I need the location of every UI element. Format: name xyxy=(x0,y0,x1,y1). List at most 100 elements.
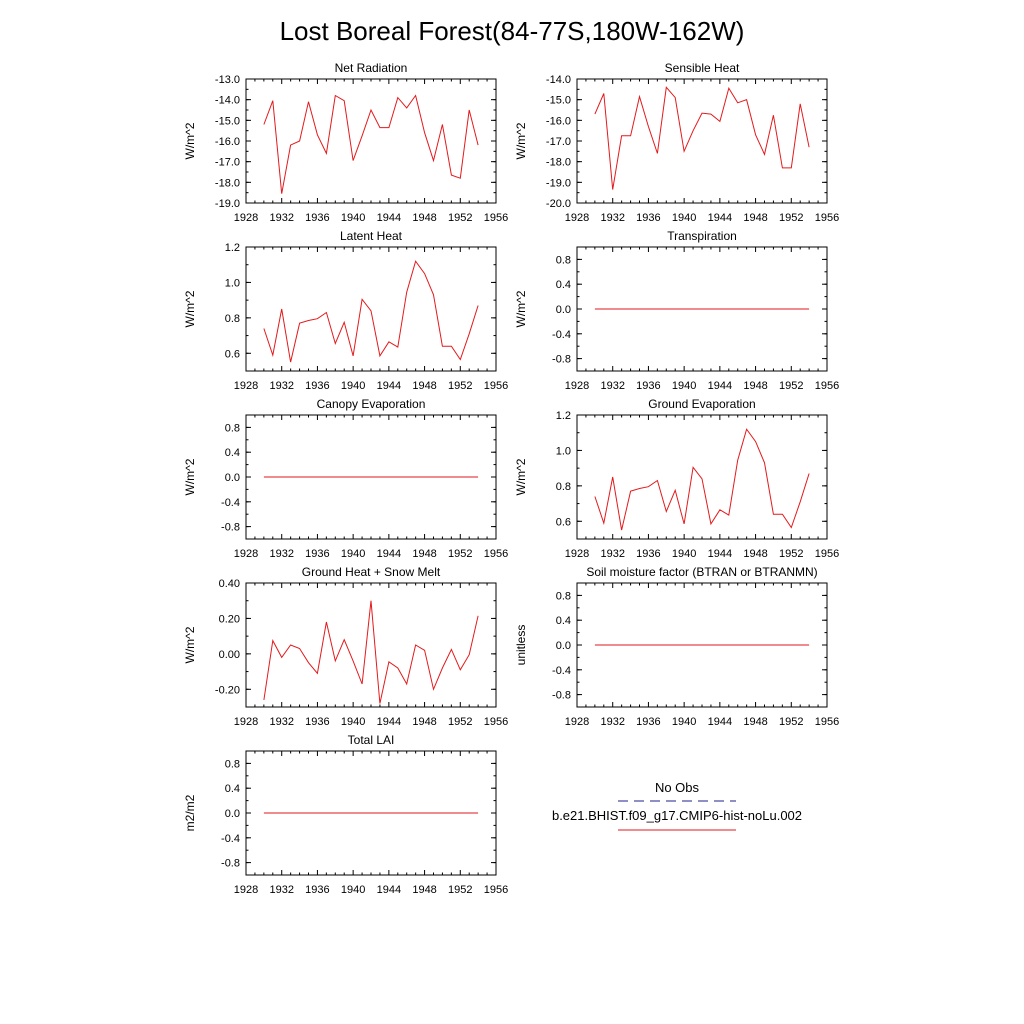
panel-sensible-heat-xtick-label: 1940 xyxy=(672,212,696,224)
panel-net-radiation-xtick-label: 1944 xyxy=(377,212,401,224)
panel-latent-heat-frame xyxy=(245,246,497,372)
panel-sensible-heat-ytick-label: -14.0 xyxy=(546,74,571,86)
panel-sensible-heat-xtick-label: 1948 xyxy=(743,212,767,224)
panel-soil-moisture-factor-btran-or-btranmn-title: Soil moisture factor (BTRAN or BTRANMN) xyxy=(586,565,817,579)
panel-latent-heat-xtick-label: 1944 xyxy=(377,380,401,392)
panel-ground-evaporation-xtick-label: 1952 xyxy=(779,548,803,560)
panel-net-radiation-xtick-label: 1936 xyxy=(305,212,329,224)
panel-soil-moisture-factor-btran-or-btranmn-xtick-label: 1928 xyxy=(565,716,589,728)
legend-label-model: b.e21.BHIST.f09_g17.CMIP6-hist-noLu.002 xyxy=(552,808,802,823)
panel-soil-moisture-factor-btran-or-btranmn-xtick-label: 1952 xyxy=(779,716,803,728)
panel-sensible-heat-ytick-label: -15.0 xyxy=(546,95,571,107)
panel-net-radiation-xtick-label: 1928 xyxy=(234,212,258,224)
panel-ground-evaporation-xtick-label: 1956 xyxy=(815,548,839,560)
panel-net-radiation-ytick-label: -18.0 xyxy=(215,177,240,189)
panel-net-radiation-ytick-label: -15.0 xyxy=(215,115,240,127)
panel-latent-heat-ytick-label: 0.8 xyxy=(225,313,240,325)
panel-latent-heat-xtick-label: 1936 xyxy=(305,380,329,392)
panel-sensible-heat-xtick-label: 1956 xyxy=(815,212,839,224)
panel-ground-heat-snow-melt-series-line xyxy=(263,600,479,704)
panel-transpiration: Transpiration 1928 1932 1936 1940 1944 1948 195… xyxy=(514,229,839,392)
panel-soil-moisture-factor-btran-or-btranmn-ytick-label: 0.8 xyxy=(556,590,571,602)
panel-ground-evaporation: Ground Evaporation 1928 1932 1936 1940 1944 19… xyxy=(514,397,839,560)
panel-ground-evaporation-title: Ground Evaporation xyxy=(648,397,755,411)
panel-ground-evaporation-ytick-label: 0.8 xyxy=(556,481,571,493)
panel-sensible-heat-ylabel: W/m^2 xyxy=(514,122,528,159)
panel-ground-heat-snow-melt-ytick-label: -0.20 xyxy=(215,684,240,696)
legend: No Obs b.e21.BHIST.f09_g17.CMIP6-hist-no… xyxy=(552,780,802,831)
panel-soil-moisture-factor-btran-or-btranmn-xtick-label: 1956 xyxy=(815,716,839,728)
panel-canopy-evaporation: Canopy Evaporation 1928 1932 1936 1940 1944 19… xyxy=(183,397,508,560)
panel-canopy-evaporation-title: Canopy Evaporation xyxy=(317,397,426,411)
panel-total-lai-xtick-label: 1928 xyxy=(234,884,258,896)
panel-canopy-evaporation-xtick-label: 1956 xyxy=(484,548,508,560)
panel-canopy-evaporation-xtick-label: 1932 xyxy=(269,548,293,560)
panel-ground-heat-snow-melt-xtick-label: 1940 xyxy=(341,716,365,728)
panel-canopy-evaporation-ylabel: W/m^2 xyxy=(183,458,197,495)
panel-transpiration-xtick-label: 1940 xyxy=(672,380,696,392)
panel-net-radiation-series-line xyxy=(263,94,479,194)
panel-canopy-evaporation-ytick-label: -0.8 xyxy=(221,522,240,534)
panel-net-radiation-xtick-label: 1948 xyxy=(412,212,436,224)
panel-sensible-heat-ytick-label: -18.0 xyxy=(546,157,571,169)
panel-total-lai-xtick-label: 1948 xyxy=(412,884,436,896)
panel-total-lai-ytick-label: -0.4 xyxy=(221,833,240,845)
panel-total-lai-xtick-label: 1932 xyxy=(269,884,293,896)
panel-sensible-heat-ytick-label: -17.0 xyxy=(546,136,571,148)
panel-sensible-heat-title: Sensible Heat xyxy=(665,61,740,75)
panel-ground-heat-snow-melt-xtick-label: 1932 xyxy=(269,716,293,728)
panel-net-radiation-ytick-label: -16.0 xyxy=(215,136,240,148)
panel-sensible-heat-series-line xyxy=(594,86,810,190)
panel-canopy-evaporation-ytick-label: 0.4 xyxy=(225,447,240,459)
panel-sensible-heat: Sensible Heat 1928 1932 1936 1940 1944 1948 195… xyxy=(514,61,839,224)
panel-soil-moisture-factor-btran-or-btranmn-xtick-label: 1944 xyxy=(708,716,732,728)
panel-soil-moisture-factor-btran-or-btranmn-ytick-label: 0.4 xyxy=(556,615,571,627)
panel-latent-heat-xtick-label: 1952 xyxy=(448,380,472,392)
panel-ground-heat-snow-melt-ytick-label: 0.40 xyxy=(219,578,240,590)
panel-ground-heat-snow-melt-ytick-label: 0.00 xyxy=(219,649,240,661)
panel-net-radiation-ytick-label: -13.0 xyxy=(215,74,240,86)
panel-sensible-heat-xtick-label: 1936 xyxy=(636,212,660,224)
panel-sensible-heat-xtick-label: 1932 xyxy=(600,212,624,224)
panel-ground-evaporation-frame xyxy=(576,414,828,540)
panel-ground-heat-snow-melt-xtick-label: 1948 xyxy=(412,716,436,728)
panel-total-lai-ytick-label: 0.4 xyxy=(225,783,240,795)
panel-net-radiation-ytick-label: -14.0 xyxy=(215,95,240,107)
panel-latent-heat-xtick-label: 1948 xyxy=(412,380,436,392)
panel-sensible-heat-xtick-label: 1928 xyxy=(565,212,589,224)
panel-total-lai-xtick-label: 1956 xyxy=(484,884,508,896)
panel-ground-evaporation-ytick-label: 0.6 xyxy=(556,516,571,528)
panel-transpiration-xtick-label: 1952 xyxy=(779,380,803,392)
panel-ground-evaporation-ytick-label: 1.0 xyxy=(556,445,571,457)
panel-net-radiation-xtick-label: 1952 xyxy=(448,212,472,224)
panel-soil-moisture-factor-btran-or-btranmn-ylabel: unitless xyxy=(514,625,528,666)
panel-ground-evaporation-xtick-label: 1948 xyxy=(743,548,767,560)
panel-canopy-evaporation-ytick-label: 0.0 xyxy=(225,472,240,484)
panel-canopy-evaporation-xtick-label: 1952 xyxy=(448,548,472,560)
panel-soil-moisture-factor-btran-or-btranmn-ytick-label: 0.0 xyxy=(556,640,571,652)
panel-canopy-evaporation-xtick-label: 1928 xyxy=(234,548,258,560)
panel-transpiration-title: Transpiration xyxy=(667,229,737,243)
panel-transpiration-xtick-label: 1948 xyxy=(743,380,767,392)
panel-canopy-evaporation-xtick-label: 1936 xyxy=(305,548,329,560)
panel-ground-evaporation-xtick-label: 1936 xyxy=(636,548,660,560)
panel-net-radiation-ytick-label: -19.0 xyxy=(215,198,240,210)
panel-latent-heat: Latent Heat 1928 1932 1936 1940 1944 1948 1952 1… xyxy=(183,229,508,392)
panel-soil-moisture-factor-btran-or-btranmn-ytick-label: -0.8 xyxy=(552,690,571,702)
panel-canopy-evaporation-xtick-label: 1940 xyxy=(341,548,365,560)
panel-transpiration-xtick-label: 1956 xyxy=(815,380,839,392)
panel-latent-heat-ylabel: W/m^2 xyxy=(183,290,197,327)
panel-total-lai-ytick-label: 0.0 xyxy=(225,808,240,820)
panel-soil-moisture-factor-btran-or-btranmn-xtick-label: 1932 xyxy=(600,716,624,728)
panel-soil-moisture-factor-btran-or-btranmn: Soil moisture factor (BTRAN or BTRANMN) 1… xyxy=(514,565,839,728)
panel-ground-evaporation-ytick-label: 1.2 xyxy=(556,410,571,422)
panel-latent-heat-xtick-label: 1940 xyxy=(341,380,365,392)
panel-total-lai-xtick-label: 1944 xyxy=(377,884,401,896)
panel-latent-heat-xtick-label: 1956 xyxy=(484,380,508,392)
panel-sensible-heat-xtick-label: 1952 xyxy=(779,212,803,224)
panel-canopy-evaporation-ytick-label: 0.8 xyxy=(225,422,240,434)
panel-ground-heat-snow-melt-ytick-label: 0.20 xyxy=(219,613,240,625)
panel-total-lai-ytick-label: -0.8 xyxy=(221,858,240,870)
panel-latent-heat-title: Latent Heat xyxy=(340,229,403,243)
